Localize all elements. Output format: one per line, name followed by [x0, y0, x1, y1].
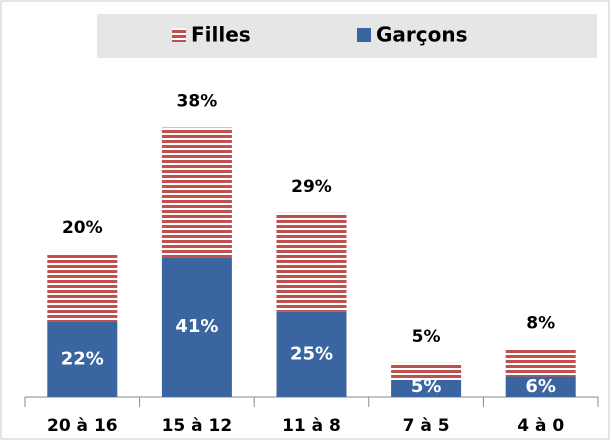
bar-segment [505, 349, 576, 377]
legend-label: Filles [191, 23, 251, 47]
x-tick-label: 7 à 5 [403, 416, 450, 436]
x-tick-label: 11 à 8 [282, 416, 341, 436]
bar-segment [47, 321, 118, 397]
legend-swatch [172, 28, 186, 42]
value-label: 8% [526, 313, 555, 333]
x-tick-label: 4 à 0 [517, 416, 564, 436]
bar-segment [505, 376, 576, 397]
value-label: 5% [412, 327, 441, 347]
value-label: 41% [175, 316, 218, 337]
x-tick-label: 20 à 16 [47, 416, 118, 436]
x-tick-label: 15 à 12 [162, 416, 233, 436]
value-label: 29% [291, 177, 332, 197]
bar-segment [161, 257, 232, 397]
value-label: 25% [290, 343, 333, 364]
bar-segment [47, 253, 118, 322]
bar-segment [391, 379, 462, 397]
value-label: 6% [525, 376, 556, 397]
bar-segment [276, 212, 347, 312]
bar-segment [161, 127, 232, 258]
value-label: 38% [177, 92, 218, 112]
bar-segment [276, 311, 347, 397]
bar-segment [391, 362, 462, 380]
value-label: 5% [411, 376, 442, 397]
value-label: 20% [62, 218, 103, 238]
value-label: 22% [61, 348, 104, 369]
legend-label: Garçons [376, 23, 468, 47]
legend-swatch [357, 28, 371, 42]
